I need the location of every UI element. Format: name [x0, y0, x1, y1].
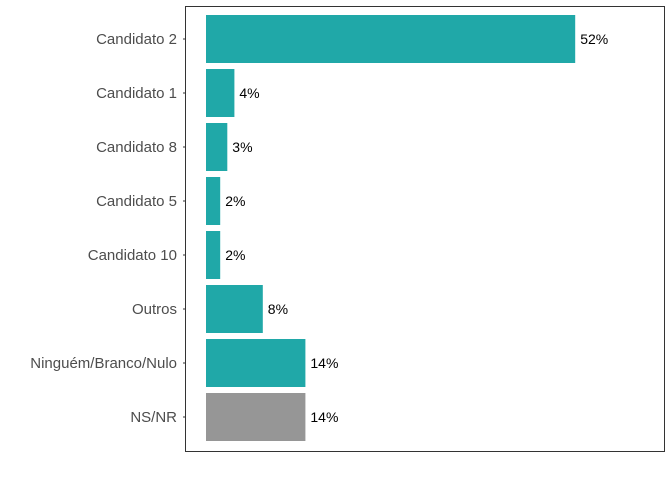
value-label: 14% — [310, 409, 338, 425]
value-label: 14% — [310, 355, 338, 371]
category-label: Candidato 1 — [96, 85, 177, 102]
bar-candidato-8 — [206, 123, 228, 171]
bar-ns-nr — [206, 393, 306, 441]
bar-candidato-10 — [206, 231, 221, 279]
value-label: 4% — [239, 85, 259, 101]
value-label: 52% — [580, 31, 608, 47]
bar-outros — [206, 285, 263, 333]
bar-ningu-m-branco-nulo — [206, 339, 306, 387]
category-label: Candidato 2 — [96, 31, 177, 48]
value-label: 2% — [225, 193, 245, 209]
category-label: Candidato 10 — [88, 247, 177, 264]
value-label: 8% — [268, 301, 288, 317]
category-label: Candidato 8 — [96, 139, 177, 156]
value-label: 2% — [225, 247, 245, 263]
bar-candidato-2 — [206, 15, 576, 63]
bar-candidato-1 — [206, 69, 235, 117]
value-label: 3% — [232, 139, 252, 155]
category-label: NS/NR — [130, 409, 177, 426]
category-label: Ninguém/Branco/Nulo — [30, 355, 177, 372]
category-label: Candidato 5 — [96, 193, 177, 210]
panel-border — [185, 6, 665, 452]
category-label: Outros — [132, 301, 177, 318]
bar-candidato-5 — [206, 177, 221, 225]
